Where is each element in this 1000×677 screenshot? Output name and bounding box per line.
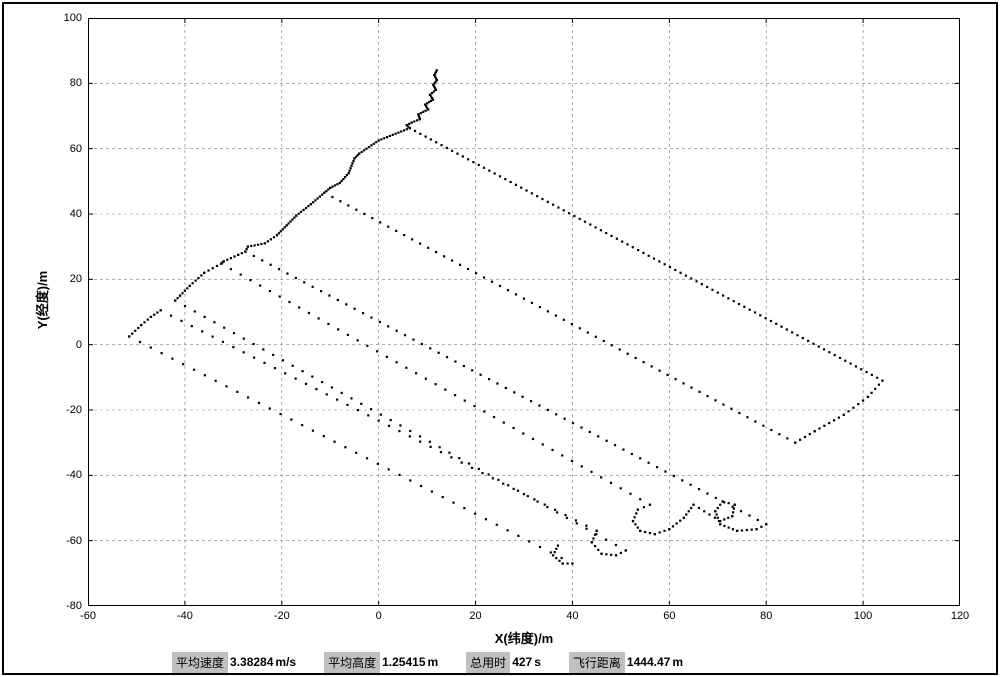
status-unit: m/s xyxy=(275,655,296,669)
y-tick-label: -80 xyxy=(66,600,82,612)
status-unit: m xyxy=(428,655,439,669)
y-tick-label: 100 xyxy=(64,12,82,24)
x-tick-label: -60 xyxy=(80,610,96,622)
y-tick-label: 20 xyxy=(70,273,82,285)
figure-container: Y(经度)/m X(纬度)/m -60 -40 -20 0 20 40 60 80 100 120… xyxy=(0,0,1000,677)
scatter-plot xyxy=(88,18,960,606)
y-tick-label: 80 xyxy=(70,77,82,89)
status-bar: 平均速度3.38284m/s平均高度1.25415m总用时427s飞行距离144… xyxy=(0,651,1000,673)
x-tick-label: 60 xyxy=(663,610,675,622)
status-label: 平均速度 xyxy=(172,652,228,673)
status-label: 平均高度 xyxy=(324,652,380,673)
y-tick-label: 40 xyxy=(70,208,82,220)
y-tick-label: -60 xyxy=(66,535,82,547)
status-value: 427 xyxy=(512,655,532,669)
status-value: 1.25415 xyxy=(382,655,425,669)
x-tick-label: 0 xyxy=(376,610,382,622)
status-label: 总用时 xyxy=(466,652,510,673)
status-value: 1444.47 xyxy=(627,655,670,669)
x-tick-label: 40 xyxy=(566,610,578,622)
x-tick-label: 80 xyxy=(760,610,772,622)
status-unit: m xyxy=(672,655,683,669)
x-axis-label: X(纬度)/m xyxy=(88,628,960,647)
x-tick-label: 120 xyxy=(951,610,969,622)
x-tick-label: 20 xyxy=(469,610,481,622)
y-axis-label: Y(经度)/m xyxy=(32,271,51,330)
y-tick-label: 60 xyxy=(70,143,82,155)
status-value: 3.38284 xyxy=(230,655,273,669)
x-tick-label: 100 xyxy=(854,610,872,622)
y-tick-label: -40 xyxy=(66,469,82,481)
status-label: 飞行距离 xyxy=(569,652,625,673)
status-unit: s xyxy=(534,655,541,669)
x-tick-label: -20 xyxy=(274,610,290,622)
y-tick-label: 0 xyxy=(76,339,82,351)
y-tick-label: -20 xyxy=(66,404,82,416)
x-tick-label: -40 xyxy=(177,610,193,622)
